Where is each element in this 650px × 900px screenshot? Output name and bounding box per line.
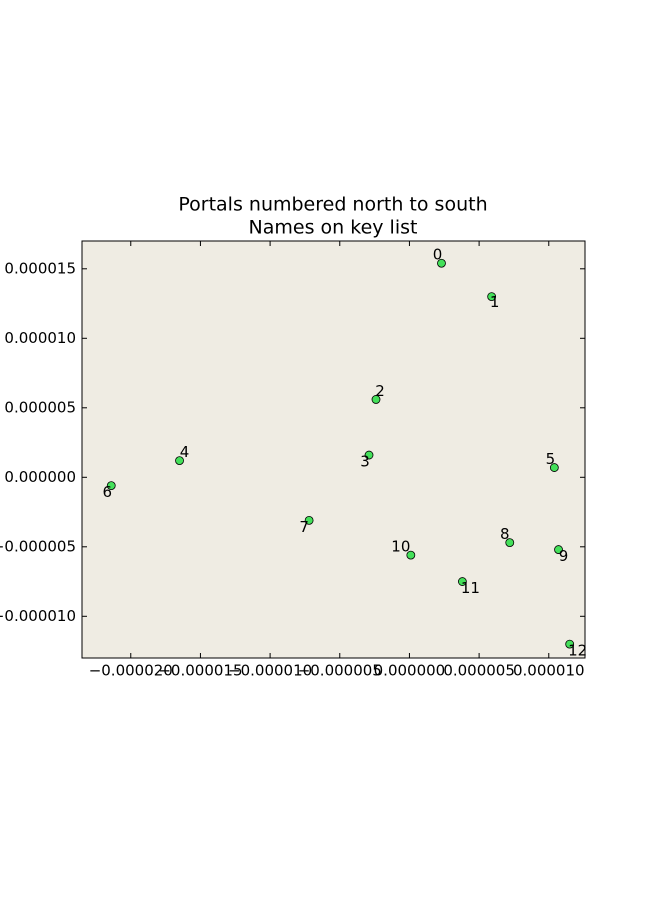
- y-tick-label: 0.000010: [4, 329, 76, 347]
- point: [406, 550, 416, 560]
- plot-frame: [81, 240, 586, 659]
- point: [437, 258, 446, 268]
- point-label: 5: [546, 450, 556, 468]
- point: [549, 463, 559, 472]
- chart-title: Portals numbered north to south: [178, 194, 487, 216]
- point: [554, 545, 563, 554]
- x-tick-label: 0.000005: [443, 662, 515, 680]
- point-label: 12: [568, 642, 587, 660]
- point: [565, 639, 575, 649]
- point-label: 7: [299, 518, 309, 536]
- point: [364, 450, 374, 460]
- point: [175, 456, 184, 466]
- x-tick-label: −0.000010: [228, 662, 312, 680]
- point-label: 10: [391, 538, 410, 556]
- point-label: 4: [180, 443, 190, 461]
- x-tick-label: 0.000000: [374, 662, 446, 680]
- y-tick-label: 0.000015: [4, 259, 76, 277]
- point-label: 11: [461, 579, 480, 597]
- point: [106, 481, 116, 491]
- point: [371, 395, 381, 404]
- point: [457, 577, 467, 586]
- point-label: 1: [490, 293, 500, 311]
- y-tick-label: 0.000005: [4, 398, 76, 416]
- x-tick-label: −0.000005: [298, 662, 382, 680]
- point-label: 6: [102, 483, 112, 501]
- point: [304, 515, 314, 525]
- point-label: 3: [360, 453, 370, 471]
- y-tick-label: 0.000000: [4, 468, 76, 486]
- x-tick-label: 0.000010: [513, 662, 585, 680]
- x-tick-label: −0.000020: [89, 662, 173, 680]
- plot-area: [82, 241, 585, 658]
- point: [505, 538, 515, 548]
- point-label: 2: [375, 382, 385, 400]
- y-tick-label: −0.000010: [0, 607, 76, 625]
- x-tick-label: −0.000015: [158, 662, 242, 680]
- point-label: 9: [559, 547, 569, 565]
- chart-title: Names on key list: [249, 217, 418, 239]
- point-label: 0: [433, 246, 443, 264]
- point-label: 8: [500, 525, 510, 543]
- point: [487, 292, 497, 302]
- y-tick-label: −0.000005: [0, 537, 76, 555]
